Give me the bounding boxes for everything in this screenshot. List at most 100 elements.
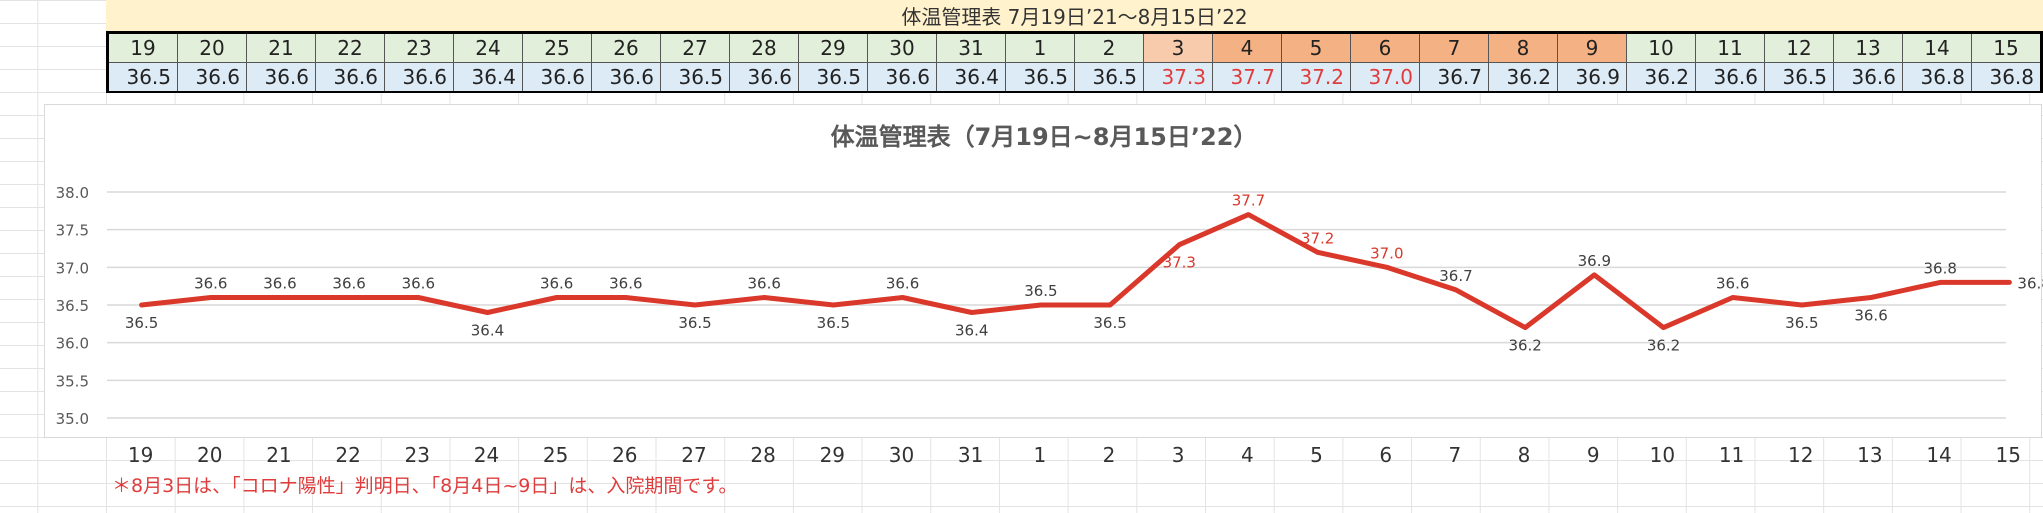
data-label: 36.5 [125, 314, 158, 332]
x-axis-tick-label: 11 [1718, 443, 1745, 467]
data-label: 36.6 [609, 274, 642, 292]
table-temperature-cell[interactable]: 36.4 [454, 63, 523, 91]
table-day-cell[interactable]: 23 [385, 34, 454, 62]
x-axis-tick-label: 1 [1033, 443, 1047, 467]
table-temperature-cell[interactable]: 36.5 [799, 63, 868, 91]
table-day-cell[interactable]: 31 [937, 34, 1006, 62]
table-day-cell[interactable]: 10 [1627, 34, 1696, 62]
data-label: 37.3 [1163, 254, 1196, 272]
temperature-row: 36.5 36.6 36.6 36.6 36.6 36.4 36.6 36.6 36.5 36.6… [109, 62, 2040, 91]
table-temperature-cell[interactable]: 36.6 [523, 63, 592, 91]
table-temperature-cell[interactable]: 36.6 [178, 63, 247, 91]
table-temperature-cell[interactable]: 36.2 [1489, 63, 1558, 91]
x-axis-tick-label: 6 [1379, 443, 1393, 467]
table-temperature-cell[interactable]: 37.3 [1144, 63, 1213, 91]
x-axis-tick-label: 19 [127, 443, 154, 467]
x-axis-tick-label: 23 [404, 443, 430, 467]
x-axis-tick-label: 14 [1926, 443, 1952, 467]
table-day-cell[interactable]: 11 [1696, 34, 1765, 62]
data-label: 36.4 [955, 322, 988, 340]
table-day-cell[interactable]: 14 [1903, 34, 1972, 62]
data-label: 36.5 [1093, 314, 1126, 332]
table-temperature-cell[interactable]: 36.4 [937, 63, 1006, 91]
data-label: 36.6 [886, 274, 919, 292]
data-label: 36.6 [1716, 274, 1749, 292]
table-temperature-cell[interactable]: 36.6 [247, 63, 316, 91]
table-temperature-cell[interactable]: 36.6 [730, 63, 799, 91]
table-day-cell[interactable]: 3 [1144, 34, 1213, 62]
table-temperature-cell[interactable]: 36.6 [316, 63, 385, 91]
data-label: 36.6 [263, 274, 296, 292]
y-axis-tick-label: 38.0 [56, 184, 89, 202]
x-axis: 19 20 21 22 23 24 25 26 27 28 29 30 31 1 2 3 4 5 6 7 8 9 10 11 1… [106, 440, 2043, 470]
table-day-cell[interactable]: 1 [1006, 34, 1075, 62]
table-day-cell[interactable]: 22 [316, 34, 385, 62]
table-temperature-cell[interactable]: 36.6 [592, 63, 661, 91]
day-row: 19 20 21 22 23 24 25 26 27 28 29 30 31 1 2 3 4 5 6 7 8 9 10 11 1… [109, 34, 2040, 62]
table-temperature-cell[interactable]: 36.6 [868, 63, 937, 91]
table-day-cell[interactable]: 25 [523, 34, 592, 62]
table-temperature-cell[interactable]: 36.8 [1903, 63, 1972, 91]
table-day-cell[interactable]: 24 [454, 34, 523, 62]
data-label: 36.7 [1439, 267, 1472, 285]
table-day-cell[interactable]: 12 [1765, 34, 1834, 62]
data-label: 36.5 [1785, 314, 1818, 332]
table-day-cell[interactable]: 6 [1351, 34, 1420, 62]
table-day-cell[interactable]: 8 [1489, 34, 1558, 62]
table-day-cell[interactable]: 26 [592, 34, 661, 62]
table-day-cell[interactable]: 19 [109, 34, 178, 62]
table-day-cell[interactable]: 7 [1420, 34, 1489, 62]
table-temperature-cell[interactable]: 37.7 [1213, 63, 1282, 91]
data-label: 36.9 [1578, 252, 1611, 270]
temperature-chart[interactable]: 体温管理表（7月19日~8月15日’22） 35.0 35.5 36.0 36.5 37… [44, 104, 2043, 438]
table-temperature-cell[interactable]: 36.5 [1006, 63, 1075, 91]
table-temperature-cell[interactable]: 36.5 [1075, 63, 1144, 91]
table-temperature-cell[interactable]: 36.5 [661, 63, 730, 91]
table-temperature-cell[interactable]: 36.9 [1558, 63, 1627, 91]
table-day-cell[interactable]: 9 [1558, 34, 1627, 62]
temperature-series-line [139, 212, 2012, 331]
data-label: 36.6 [194, 274, 227, 292]
table-temperature-cell[interactable]: 36.5 [1765, 63, 1834, 91]
chart-canvas: 体温管理表（7月19日~8月15日’22） 35.0 35.5 36.0 36.5 37… [56, 123, 2043, 428]
x-axis-tick-label: 7 [1448, 443, 1462, 467]
table-day-cell[interactable]: 30 [868, 34, 937, 62]
table-day-cell[interactable]: 4 [1213, 34, 1282, 62]
y-axis-tick-label: 37.5 [56, 222, 89, 240]
table-temperature-cell[interactable]: 37.2 [1282, 63, 1351, 91]
table-day-cell[interactable]: 28 [730, 34, 799, 62]
x-axis-tick-label: 24 [473, 443, 500, 467]
x-axis-tick-label: 12 [1787, 443, 1814, 467]
x-axis-tick-label: 8 [1517, 443, 1531, 467]
table-day-cell[interactable]: 2 [1075, 34, 1144, 62]
x-axis-tick-label: 4 [1240, 443, 1254, 467]
table-day-cell[interactable]: 27 [661, 34, 730, 62]
table-temperature-cell[interactable]: 36.6 [1834, 63, 1903, 91]
table-day-cell[interactable]: 15 [1972, 34, 2040, 62]
x-axis-tick-label: 22 [335, 443, 361, 467]
data-label: 36.6 [540, 274, 573, 292]
table-day-cell[interactable]: 5 [1282, 34, 1351, 62]
table-temperature-cell[interactable]: 36.6 [385, 63, 454, 91]
y-axis-tick-label: 35.5 [56, 372, 89, 390]
data-labels: 36.5 36.6 36.6 36.6 36.6 36.4 36.6 36.6 36.5 36.6… [125, 192, 2043, 355]
table-day-cell[interactable]: 20 [178, 34, 247, 62]
x-axis-tick-label: 21 [266, 443, 292, 467]
table-temperature-cell[interactable]: 36.2 [1627, 63, 1696, 91]
table-day-cell[interactable]: 21 [247, 34, 316, 62]
temperature-table: 体温管理表 7月19日’21～8月15日’22 19 20 21 22 23 24 25 26… [106, 0, 2043, 93]
data-label: 36.2 [1647, 337, 1680, 355]
data-label: 36.8 [1924, 259, 1957, 277]
table-temperature-cell[interactable]: 36.6 [1696, 63, 1765, 91]
x-axis-tick-label: 15 [1995, 443, 2021, 467]
table-temperature-cell[interactable]: 36.5 [109, 63, 178, 91]
x-axis-tick-label: 13 [1857, 443, 1883, 467]
data-label: 36.6 [332, 274, 365, 292]
table-temperature-cell[interactable]: 37.0 [1351, 63, 1420, 91]
table-grid: 19 20 21 22 23 24 25 26 27 28 29 30 31 1 2 3 4 5 6 7 8 9 10 11 1… [106, 31, 2043, 93]
table-temperature-cell[interactable]: 36.8 [1972, 63, 2040, 91]
table-day-cell[interactable]: 13 [1834, 34, 1903, 62]
table-day-cell[interactable]: 29 [799, 34, 868, 62]
x-axis-tick-label: 26 [612, 443, 638, 467]
table-temperature-cell[interactable]: 36.7 [1420, 63, 1489, 91]
